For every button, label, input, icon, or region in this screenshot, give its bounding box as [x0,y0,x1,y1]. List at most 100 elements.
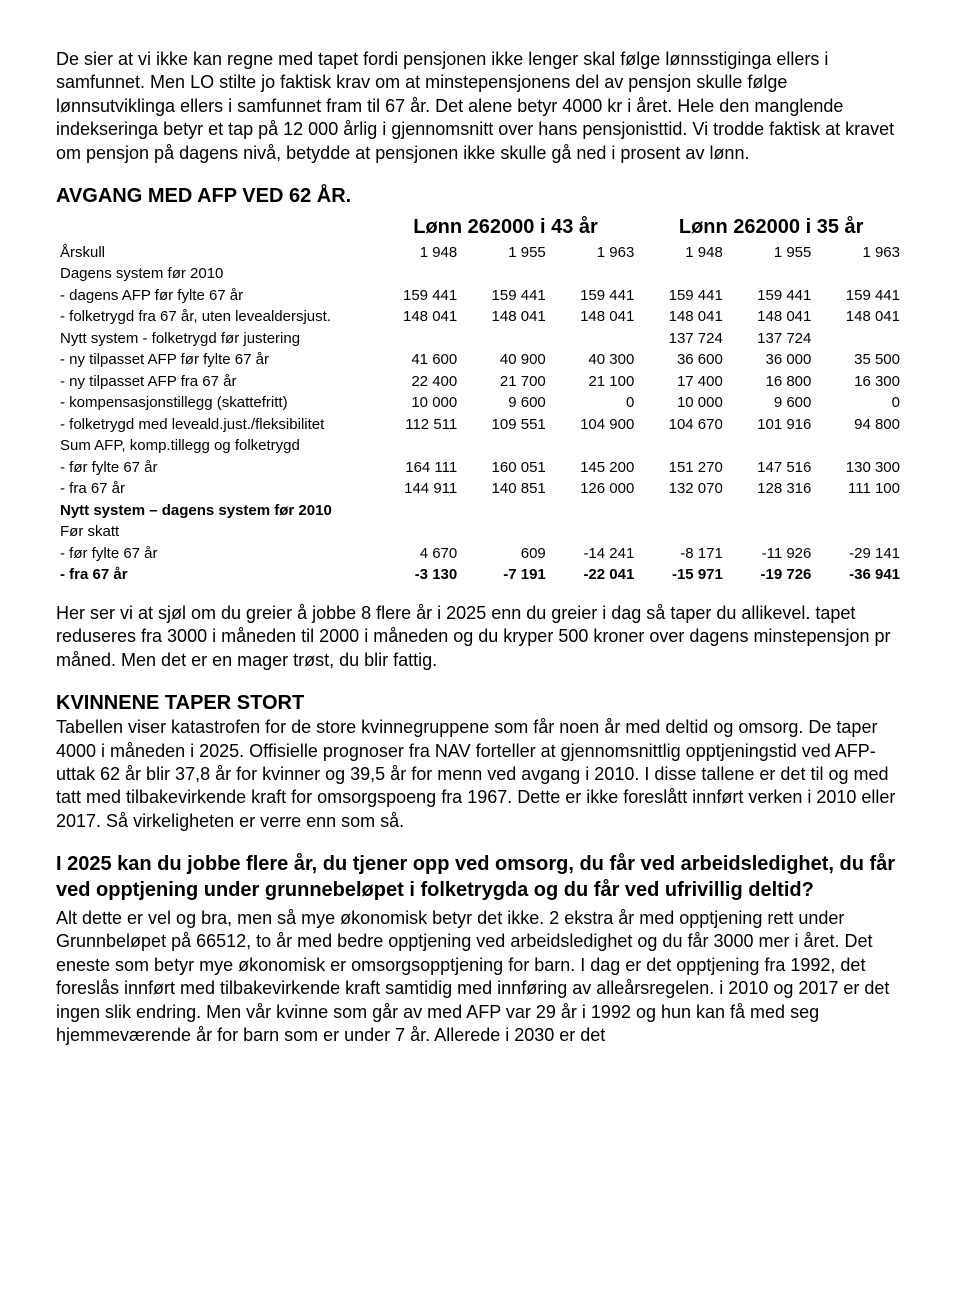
row-label: - folketrygd fra 67 år, uten levealdersj… [56,306,373,328]
row-label: - kompensasjonstillegg (skattefritt) [56,392,373,414]
value-cell [815,263,904,285]
value-cell: -29 141 [815,543,904,565]
year-cell: 1 955 [461,242,550,264]
value-cell [815,500,904,522]
value-cell: 17 400 [638,371,727,393]
value-cell: 36 600 [638,349,727,371]
heading-avgang: AVGANG MED AFP VED 62 ÅR. [56,183,904,209]
value-cell [727,435,816,457]
value-cell: -8 171 [638,543,727,565]
years-label: Årskull [56,242,373,264]
value-cell: 148 041 [550,306,639,328]
value-cell [373,521,462,543]
value-cell: 148 041 [461,306,550,328]
value-cell: 40 900 [461,349,550,371]
table-row: Dagens system før 2010 [56,263,904,285]
value-cell: -3 130 [373,564,462,586]
row-label: - fra 67 år [56,564,373,586]
table-group-header: Lønn 262000 i 43 år Lønn 262000 i 35 år [56,213,904,242]
table-row: Før skatt [56,521,904,543]
value-cell: 159 441 [727,285,816,307]
group-right: Lønn 262000 i 35 år [638,213,904,242]
value-cell [461,263,550,285]
value-cell: -15 971 [638,564,727,586]
value-cell: 145 200 [550,457,639,479]
value-cell: 148 041 [815,306,904,328]
value-cell [373,500,462,522]
value-cell: 159 441 [550,285,639,307]
value-cell: 22 400 [373,371,462,393]
value-cell [373,263,462,285]
intro-paragraph: De sier at vi ikke kan regne med tapet f… [56,48,904,165]
table-years-row: Årskull 1 948 1 955 1 963 1 948 1 955 1 … [56,242,904,264]
value-cell: 140 851 [461,478,550,500]
final-paragraph: Alt dette er vel og bra, men så mye økon… [56,907,904,1047]
value-cell [461,435,550,457]
value-cell: 148 041 [727,306,816,328]
row-label: - folketrygd med leveald.just./fleksibil… [56,414,373,436]
value-cell [550,263,639,285]
value-cell: -36 941 [815,564,904,586]
value-cell: 9 600 [461,392,550,414]
heading-kvinnene: KVINNENE TAPER STORT [56,690,904,716]
value-cell: 101 916 [727,414,816,436]
value-cell: 148 041 [638,306,727,328]
value-cell: 111 100 [815,478,904,500]
value-cell [373,328,462,350]
value-cell: 148 041 [373,306,462,328]
year-cell: 1 948 [373,242,462,264]
value-cell: 9 600 [727,392,816,414]
value-cell: 94 800 [815,414,904,436]
value-cell: 4 670 [373,543,462,565]
row-label: - dagens AFP før fylte 67 år [56,285,373,307]
value-cell: 112 511 [373,414,462,436]
table-row: - ny tilpasset AFP fra 67 år22 40021 700… [56,371,904,393]
value-cell: 0 [815,392,904,414]
value-cell: 159 441 [461,285,550,307]
pension-table: Lønn 262000 i 43 år Lønn 262000 i 35 år … [56,213,904,586]
value-cell: 609 [461,543,550,565]
value-cell: 40 300 [550,349,639,371]
value-cell: 159 441 [638,285,727,307]
group-left: Lønn 262000 i 43 år [373,213,639,242]
value-cell [638,521,727,543]
value-cell: 104 900 [550,414,639,436]
value-cell: 137 724 [727,328,816,350]
value-cell: 160 051 [461,457,550,479]
value-cell [727,500,816,522]
value-cell: 130 300 [815,457,904,479]
value-cell: -14 241 [550,543,639,565]
value-cell: 21 700 [461,371,550,393]
table-row: - folketrygd fra 67 år, uten levealdersj… [56,306,904,328]
value-cell: -19 726 [727,564,816,586]
table-row: - kompensasjonstillegg (skattefritt) 10 0… [56,392,904,414]
table-row: - dagens AFP før fylte 67 år159 441159 4… [56,285,904,307]
bold-question: I 2025 kan du jobbe flere år, du tjener … [56,851,904,903]
value-cell [727,263,816,285]
year-cell: 1 963 [550,242,639,264]
value-cell: 16 300 [815,371,904,393]
value-cell [638,263,727,285]
value-cell: 126 000 [550,478,639,500]
value-cell [550,435,639,457]
value-cell: 16 800 [727,371,816,393]
year-cell: 1 948 [638,242,727,264]
kvinner-paragraph: Tabellen viser katastrofen for de store … [56,716,904,833]
value-cell: 128 316 [727,478,816,500]
row-label: Sum AFP, komp.tillegg og folketrygd [56,435,373,457]
year-cell: 1 963 [815,242,904,264]
value-cell [461,521,550,543]
after-table-paragraph: Her ser vi at sjøl om du greier å jobbe … [56,602,904,672]
value-cell: 36 000 [727,349,816,371]
value-cell [638,500,727,522]
value-cell: 0 [550,392,639,414]
value-cell [550,500,639,522]
table-row: - folketrygd med leveald.just./fleksibil… [56,414,904,436]
value-cell: 10 000 [638,392,727,414]
table-row: Nytt system – dagens system før 2010 [56,500,904,522]
table-row: - før fylte 67 år164 111160 051145 20015… [56,457,904,479]
value-cell: 164 111 [373,457,462,479]
row-label: - før fylte 67 år [56,543,373,565]
value-cell [815,328,904,350]
value-cell [461,500,550,522]
